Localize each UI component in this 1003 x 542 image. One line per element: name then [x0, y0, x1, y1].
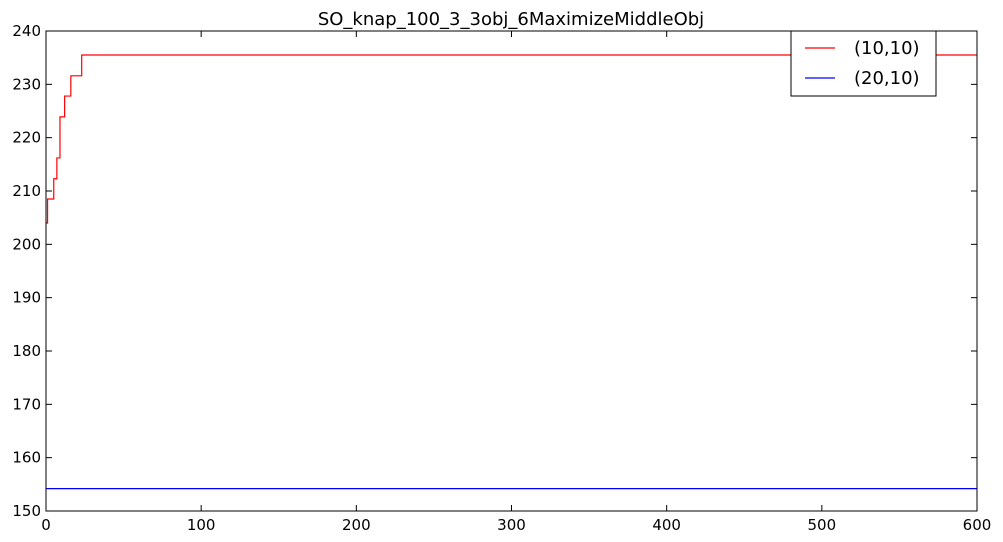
y-tick-label: 150 [12, 502, 41, 520]
y-tick-label: 210 [12, 182, 41, 200]
plot-frame [45, 30, 978, 512]
x-tick-label: 500 [808, 516, 837, 534]
axis-ticks: 0 100 200 300 400 500 600 150 160 170 180 190 200 210… [12, 22, 991, 534]
x-tick-label: 400 [652, 516, 681, 534]
legend-label-1: (10,10) [854, 38, 920, 59]
x-tick-label: 300 [497, 516, 526, 534]
legend-label-2: (20,10) [854, 68, 920, 89]
series-layer [46, 54, 977, 490]
y-tick-label: 190 [12, 289, 41, 307]
legend-box [790, 30, 937, 97]
y-tick-label: 220 [12, 129, 41, 147]
x-tick-label: 200 [342, 516, 371, 534]
series-line-1 [46, 54, 977, 224]
chart-title: SO_knap_100_3_3obj_6MaximizeMiddleObj [318, 9, 704, 30]
x-tick-label: 0 [41, 516, 51, 534]
legend: (10,10) (20,10) [790, 30, 937, 97]
y-tick-label: 240 [12, 22, 41, 40]
plot-area-border [45, 30, 978, 512]
y-tick-label: 200 [12, 235, 41, 253]
y-tick-label: 170 [12, 395, 41, 413]
y-tick-label: 230 [12, 75, 41, 93]
x-tick-label: 100 [187, 516, 216, 534]
x-tick-label: 600 [963, 516, 992, 534]
y-tick-label: 160 [12, 449, 41, 467]
y-tick-label: 180 [12, 342, 41, 360]
